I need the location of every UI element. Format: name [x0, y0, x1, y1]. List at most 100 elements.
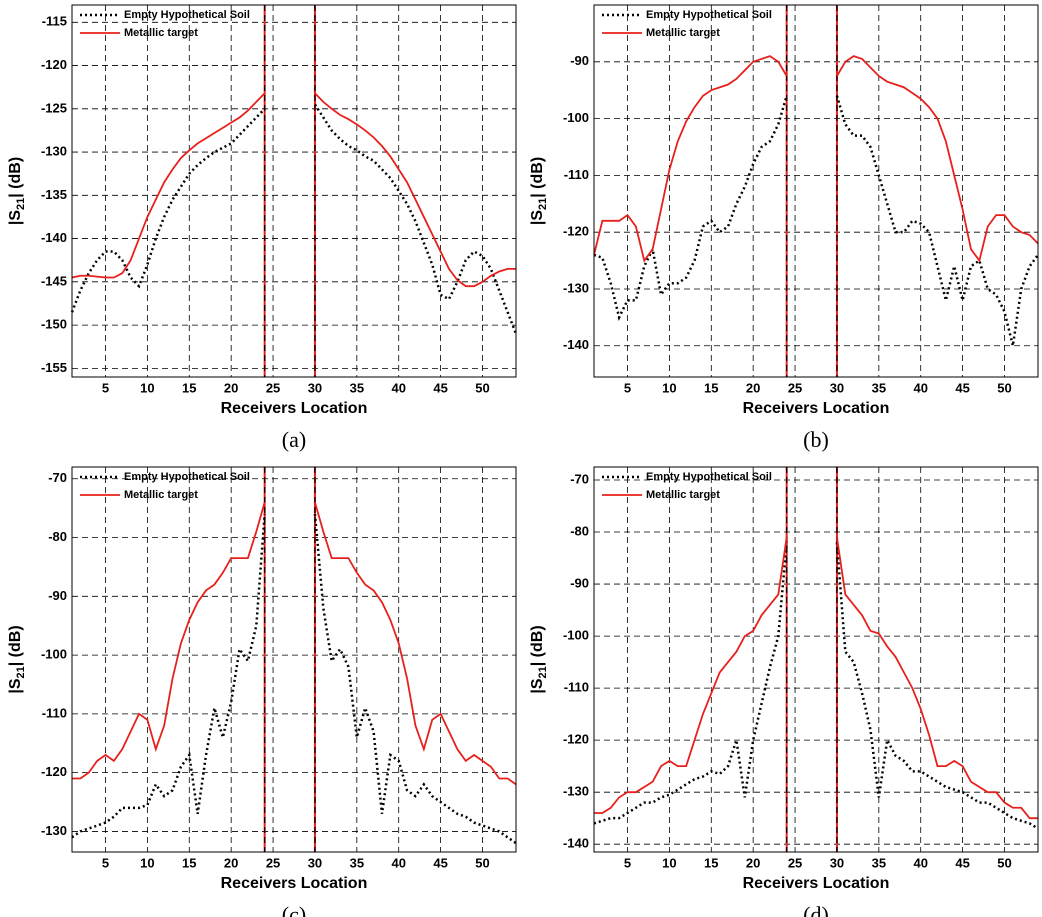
- x-tick-label: 25: [788, 855, 802, 870]
- x-tick-label: 15: [704, 855, 718, 870]
- y-axis-label-part: 21: [537, 666, 549, 678]
- y-tick-label: -145: [41, 273, 67, 288]
- x-tick-label: 25: [266, 855, 280, 870]
- y-axis-label: |S21| (dB): [7, 625, 27, 693]
- x-tick-label: 35: [872, 855, 886, 870]
- y-tick-label: -125: [41, 100, 67, 115]
- y-tick-label: -130: [563, 280, 589, 295]
- y-tick-label: -90: [48, 588, 67, 603]
- x-axis-label: Receivers Location: [743, 400, 890, 417]
- y-tick-label: -110: [564, 680, 589, 695]
- y-tick-label: -100: [41, 647, 67, 662]
- plot-frame: [71, 4, 517, 378]
- panel: 5 10 15 20 25 30 35 40 45 50 -130 -120 -110 -100 -90 -8…: [7, 466, 517, 917]
- y-tick-label: -135: [41, 187, 67, 202]
- panel: 5 10 15 20 25 30 35 40 45 50 -155 -150 -145 -140 -135 -…: [7, 4, 518, 452]
- y-axis-label-part: |S: [529, 210, 546, 225]
- plot-frame: [71, 466, 517, 853]
- y-axis-label-part: 21: [15, 198, 27, 210]
- x-tick-label: 10: [662, 855, 676, 870]
- x-axis-label: Receivers Location: [743, 875, 890, 892]
- y-axis-label: |S21| (dB): [529, 157, 549, 225]
- x-tick-label: 15: [182, 855, 196, 870]
- x-tick-label: 25: [266, 380, 280, 395]
- x-tick-label: 20: [746, 380, 760, 395]
- y-axis-label-part: |S: [529, 678, 546, 693]
- x-tick-label: 45: [433, 855, 447, 870]
- panel-label: (a): [282, 427, 306, 452]
- y-axis-label-part: | (dB): [529, 157, 546, 198]
- x-tick-label: 50: [475, 855, 489, 870]
- x-tick-label: 10: [140, 855, 154, 870]
- y-axis-label-part: | (dB): [7, 625, 24, 666]
- panel: 5 10 15 20 25 30 35 40 45 50 -140 -130 -120 -110 -100 -…: [529, 466, 1039, 917]
- y-tick-label: -70: [570, 471, 589, 486]
- y-tick-label: -115: [42, 14, 67, 29]
- legend-label: Metallic target: [646, 489, 720, 501]
- y-tick-label: -120: [563, 732, 589, 747]
- y-tick-label: -130: [41, 823, 67, 838]
- x-tick-label: 20: [224, 380, 238, 395]
- y-tick-label: -120: [41, 57, 67, 72]
- y-tick-label: -120: [41, 764, 67, 779]
- plot-frame: [593, 466, 1039, 853]
- series-line: [71, 92, 516, 288]
- legend-label: Empty Hypothetical Soil: [646, 471, 772, 483]
- y-tick-label: -110: [564, 167, 589, 182]
- y-tick-label: -80: [48, 529, 67, 544]
- x-tick-label: 35: [350, 855, 364, 870]
- series-line: [70, 103, 518, 335]
- y-tick-label: -120: [563, 224, 589, 239]
- y-tick-label: -130: [563, 784, 589, 799]
- x-tick-label: 15: [704, 380, 718, 395]
- x-tick-label: 5: [102, 855, 109, 870]
- y-tick-label: -80: [570, 523, 589, 538]
- y-tick-label: -90: [570, 53, 589, 68]
- series-line: [593, 95, 1040, 347]
- legend-label: Metallic target: [646, 27, 720, 39]
- y-tick-label: -110: [42, 705, 67, 720]
- x-tick-label: 45: [433, 380, 447, 395]
- x-tick-label: 40: [391, 380, 405, 395]
- x-tick-label: 40: [913, 855, 927, 870]
- y-tick-label: -100: [563, 110, 589, 125]
- x-tick-label: 30: [308, 380, 322, 395]
- x-tick-label: 50: [475, 380, 489, 395]
- x-tick-label: 10: [662, 380, 676, 395]
- y-tick-label: -70: [48, 470, 67, 485]
- panel: 5 10 15 20 25 30 35 40 45 50 -140 -130 -120 -110 -100 -…: [529, 4, 1040, 452]
- x-tick-label: 5: [624, 855, 631, 870]
- y-axis-label-part: |S: [7, 210, 24, 225]
- series-line: [594, 537, 1038, 820]
- series-line: [593, 542, 1039, 830]
- y-tick-label: -140: [41, 230, 67, 245]
- y-tick-label: -130: [41, 144, 67, 159]
- y-axis-label: |S21| (dB): [529, 625, 549, 693]
- series-line: [593, 55, 1039, 263]
- legend-label: Metallic target: [124, 489, 198, 501]
- x-tick-label: 20: [224, 855, 238, 870]
- x-axis-label: Receivers Location: [221, 875, 368, 892]
- x-tick-label: 45: [955, 380, 969, 395]
- plot-frame: [593, 4, 1039, 378]
- legend-label: Metallic target: [124, 27, 198, 39]
- x-tick-label: 10: [140, 380, 154, 395]
- x-tick-label: 45: [955, 855, 969, 870]
- panel-label: (b): [803, 427, 829, 452]
- y-tick-label: -155: [41, 360, 67, 375]
- x-tick-label: 30: [308, 855, 322, 870]
- y-tick-label: -90: [570, 575, 589, 590]
- y-axis-label-part: | (dB): [7, 157, 24, 198]
- x-axis-label: Receivers Location: [221, 400, 368, 417]
- y-axis-label-part: |S: [7, 678, 24, 693]
- x-tick-label: 25: [788, 380, 802, 395]
- y-axis-label: |S21| (dB): [7, 157, 27, 225]
- x-tick-label: 50: [997, 380, 1011, 395]
- x-tick-label: 30: [830, 855, 844, 870]
- x-tick-label: 40: [391, 855, 405, 870]
- legend-label: Empty Hypothetical Soil: [646, 9, 772, 21]
- x-tick-label: 20: [746, 855, 760, 870]
- x-tick-label: 35: [872, 380, 886, 395]
- y-tick-label: -100: [563, 628, 589, 643]
